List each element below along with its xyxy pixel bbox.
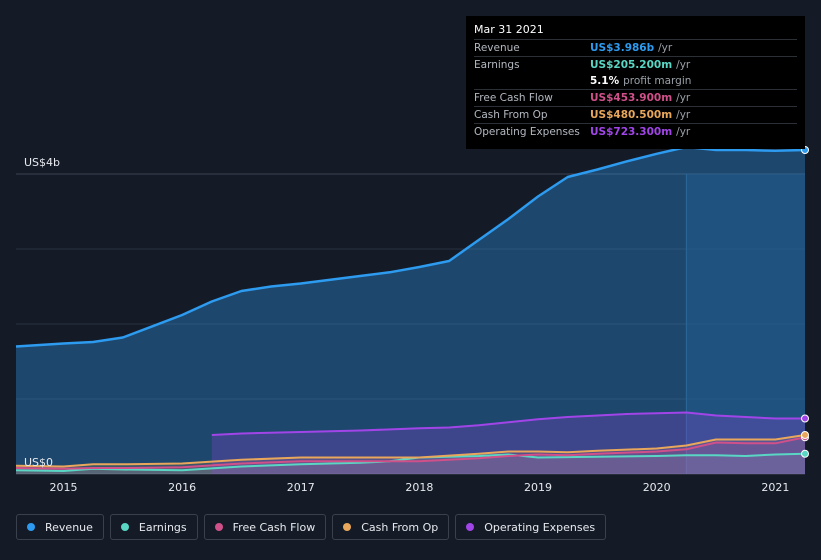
tooltip: Mar 31 2021 Revenue US$3.986b/yr Earnings U…	[466, 16, 805, 149]
tooltip-value: US$723.300m	[590, 126, 673, 138]
legend-label: Operating Expenses	[484, 520, 596, 534]
tooltip-unit: /yr	[676, 109, 691, 121]
tooltip-row: Cash From Op US$480.500m/yr	[474, 106, 797, 123]
legend-item-operating-expenses[interactable]: Operating Expenses	[455, 514, 607, 540]
forecast-highlight	[686, 174, 805, 474]
x-tick-label: 2020	[642, 481, 671, 494]
earnings-line	[15, 452, 806, 472]
tooltip-unit: /yr	[676, 126, 691, 138]
tooltip-row: Earnings US$205.200m/yr	[474, 56, 797, 73]
legend-dot-icon	[27, 523, 35, 531]
tooltip-row: 5.1% profit margin	[474, 73, 797, 89]
earnings-endpoint	[801, 449, 809, 458]
tooltip-date: Mar 31 2021	[474, 23, 544, 36]
legend-dot-icon	[120, 523, 129, 531]
tooltip-label: Revenue	[474, 42, 520, 54]
tooltip-unit: /yr	[658, 42, 673, 54]
legend-dot-icon	[343, 523, 352, 531]
tooltip-row: Free Cash Flow US$453.900m/yr	[474, 89, 797, 106]
legend-dot-icon	[466, 523, 475, 531]
cash-from-op-endpoint	[801, 431, 809, 439]
x-tick-label: 2017	[286, 481, 315, 494]
legend: Revenue Earnings Free Cash Flow Cash From O…	[16, 514, 607, 540]
operating-expenses-endpoint	[801, 414, 809, 423]
tooltip-label: Operating Expenses	[474, 126, 580, 138]
revenue-line	[15, 145, 806, 348]
cash-from-op-area	[16, 435, 805, 474]
legend-label: Revenue	[45, 520, 93, 534]
tooltip-value: US$453.900m	[590, 92, 673, 104]
x-tick-label: 2021	[761, 481, 790, 494]
tooltip-label: Earnings	[474, 59, 520, 71]
tooltip-row: Revenue US$3.986b/yr	[474, 39, 797, 56]
tooltip-unit: /yr	[676, 92, 691, 104]
legend-item-free-cash-flow[interactable]: Free Cash Flow	[203, 514, 327, 540]
tooltip-value: US$480.500m	[590, 109, 673, 121]
revenue-area	[16, 147, 805, 474]
legend-label: Cash From Op	[361, 520, 439, 534]
free-cash-flow-line	[15, 436, 806, 470]
legend-item-cash-from-op[interactable]: Cash From Op	[332, 514, 450, 540]
operating-expenses-area	[211, 412, 806, 474]
tooltip-value: 5.1%	[590, 75, 620, 87]
tooltip-label: Free Cash Flow	[474, 92, 553, 104]
legend-item-revenue[interactable]: Revenue	[16, 514, 104, 540]
legend-label: Earnings	[138, 520, 187, 534]
free-cash-flow-area	[16, 437, 805, 474]
y-axis-label-top: US$4b	[24, 156, 61, 169]
x-tick-label: 2015	[49, 481, 78, 494]
legend-item-earnings[interactable]: Earnings	[109, 514, 198, 540]
tooltip-value: US$3.986b	[590, 42, 655, 54]
tooltip-unit: profit margin	[623, 75, 692, 87]
legend-label: Free Cash Flow	[232, 520, 316, 534]
tooltip-row: Operating Expenses US$723.300m/yr	[474, 123, 797, 140]
tooltip-value: US$205.200m	[590, 59, 673, 71]
tooltip-unit: /yr	[676, 59, 691, 71]
legend-dot-icon	[214, 523, 223, 531]
cash-from-op-line	[15, 434, 806, 468]
y-axis-label-zero: US$0	[24, 456, 54, 469]
tooltip-label: Cash From Op	[474, 109, 548, 121]
x-tick-label: 2018	[405, 481, 434, 494]
x-tick-label: 2016	[168, 481, 197, 494]
operating-expenses-line	[211, 411, 805, 436]
x-tick-label: 2019	[524, 481, 553, 494]
